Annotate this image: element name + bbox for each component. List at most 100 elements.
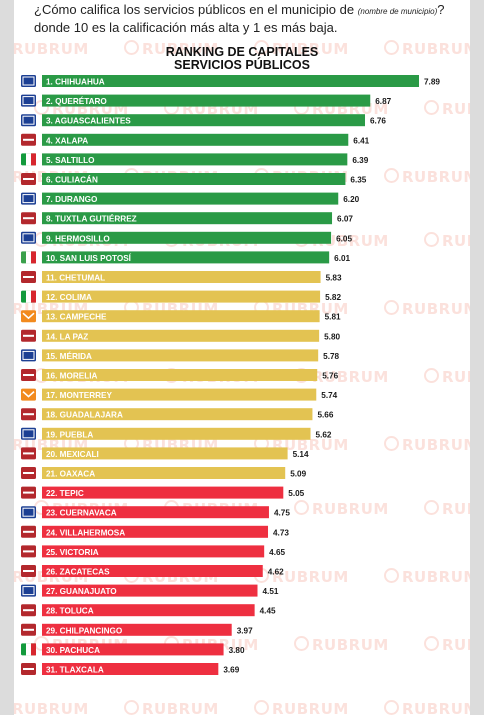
value-label: 5.66: [317, 411, 333, 420]
watermark-text: RUBRUM: [254, 568, 349, 586]
category-label: 22. TEPIC: [46, 489, 84, 498]
morena-logo-mark: [23, 570, 34, 572]
bar: [42, 584, 258, 597]
watermark-text: RUBRUM: [254, 40, 349, 58]
value-label: 4.45: [260, 607, 276, 616]
party-logo-icon: [21, 310, 36, 323]
question-text-end: ? donde 10 es la calificación más alta y…: [34, 2, 445, 35]
watermark-text: RUBRUM: [294, 232, 389, 250]
watermark-text: RUBRUM: [124, 40, 219, 58]
watermark-text: RUBRUM: [384, 568, 470, 586]
category-label: 6. CULIACÁN: [46, 175, 98, 185]
category-label: 3. AGUASCALIENTES: [46, 117, 131, 126]
chart-subtitle: SERVICIOS PÚBLICOS: [174, 58, 310, 72]
bar: [42, 388, 317, 401]
morena-logo-mark: [23, 530, 34, 533]
watermark-text: RUBRUM: [384, 168, 470, 186]
bar: [42, 212, 333, 225]
value-label: 5.74: [321, 391, 337, 400]
watermark-text: RUBRUM: [424, 100, 470, 118]
category-label: 16. MORELIA: [46, 372, 97, 381]
morena-logo-mark: [23, 413, 34, 416]
party-logo-icon: [21, 584, 36, 597]
value-label: 6.41: [353, 136, 369, 145]
category-label: 20. MEXICALI: [46, 450, 99, 459]
pan-logo-mark: [22, 115, 35, 125]
pan-logo-mark: [22, 507, 35, 517]
category-label: 12. COLIMA: [46, 293, 92, 302]
value-label: 6.87: [375, 97, 391, 106]
party-logo-icon: [21, 192, 36, 205]
watermark-text: RUBRUM: [294, 368, 389, 386]
value-label: 6.39: [352, 156, 368, 165]
value-label: 5.80: [324, 332, 340, 341]
value-label: 4.62: [268, 568, 284, 577]
value-label: 4.51: [262, 587, 278, 596]
bar: [42, 427, 311, 440]
bar: [42, 251, 330, 264]
bar: [42, 545, 265, 558]
watermark-text: RUBRUM: [384, 40, 470, 58]
bar: [42, 133, 349, 146]
watermark-text: RUBRUM: [424, 636, 470, 654]
pan-logo-mark: [22, 429, 35, 439]
category-label: 29. CHILPANCINGO: [46, 626, 123, 635]
right-border: [470, 0, 484, 715]
category-label: 23. CUERNAVACA: [46, 509, 117, 518]
category-label: 8. TUXTLA GUTIÉRREZ: [46, 214, 137, 224]
morena-logo-mark: [23, 178, 34, 180]
category-label: 15. MÉRIDA: [46, 351, 92, 361]
party-logo-icon: [21, 94, 36, 107]
bar: [42, 408, 313, 421]
morena-logo-mark: [23, 374, 34, 376]
morena-logo-mark: [23, 472, 34, 474]
watermark-text: RUBRUM: [384, 700, 470, 715]
category-label: 5. SALTILLO: [46, 156, 95, 165]
bar: [42, 604, 255, 617]
bar: [42, 231, 332, 244]
bar: [42, 192, 339, 205]
category-label: 14. LA PAZ: [46, 332, 88, 341]
watermark-text: RUBRUM: [424, 232, 470, 250]
watermark-text: RUBRUM: [254, 436, 349, 454]
value-label: 3.97: [237, 626, 253, 635]
bar: [42, 663, 219, 675]
pri-logo-mark: [31, 290, 36, 303]
morena-logo-mark: [23, 217, 34, 220]
category-label: 17. MONTERREY: [46, 391, 113, 400]
pri-logo-mark: [31, 153, 36, 166]
value-label: 5.14: [293, 450, 309, 459]
bar: [42, 290, 321, 303]
ranking-bar-chart: 1. CHIHUAHUA 7.89 2. QUERÉTARO 6.87 3. AGUAS…: [21, 75, 440, 675]
value-label: 5.62: [316, 430, 332, 439]
morena-logo-mark: [23, 334, 34, 337]
value-label: 4.65: [269, 548, 285, 557]
pan-logo-mark: [22, 586, 35, 596]
bar: [42, 525, 269, 538]
bar: [42, 114, 366, 127]
party-logo-icon: [21, 427, 36, 440]
category-label: 19. PUEBLA: [46, 430, 93, 439]
bar: [42, 643, 224, 656]
bar: [42, 369, 318, 381]
value-label: 3.80: [229, 646, 245, 655]
morena-logo-mark: [23, 628, 34, 631]
value-label: 5.05: [288, 489, 304, 498]
bar: [42, 75, 419, 87]
question-note: (nombre de municipio): [357, 7, 438, 16]
question-text: ¿Cómo califica los servicios públicos en…: [34, 2, 358, 17]
value-label: 5.78: [323, 352, 339, 361]
party-logo-icon: [21, 75, 36, 87]
left-border: [0, 0, 14, 715]
value-label: 6.20: [343, 195, 359, 204]
category-label: 4. XALAPA: [46, 136, 88, 145]
mc-logo-mark: [22, 312, 35, 320]
pri-logo-mark: [26, 290, 31, 303]
morena-logo-mark: [23, 550, 34, 553]
category-label: 18. GUADALAJARA: [46, 411, 123, 420]
bar: [42, 623, 232, 636]
value-label: 5.81: [325, 313, 341, 322]
mc-logo-mark: [22, 391, 35, 398]
value-label: 6.35: [350, 176, 366, 185]
watermark-text: RUBRUM: [294, 636, 389, 654]
